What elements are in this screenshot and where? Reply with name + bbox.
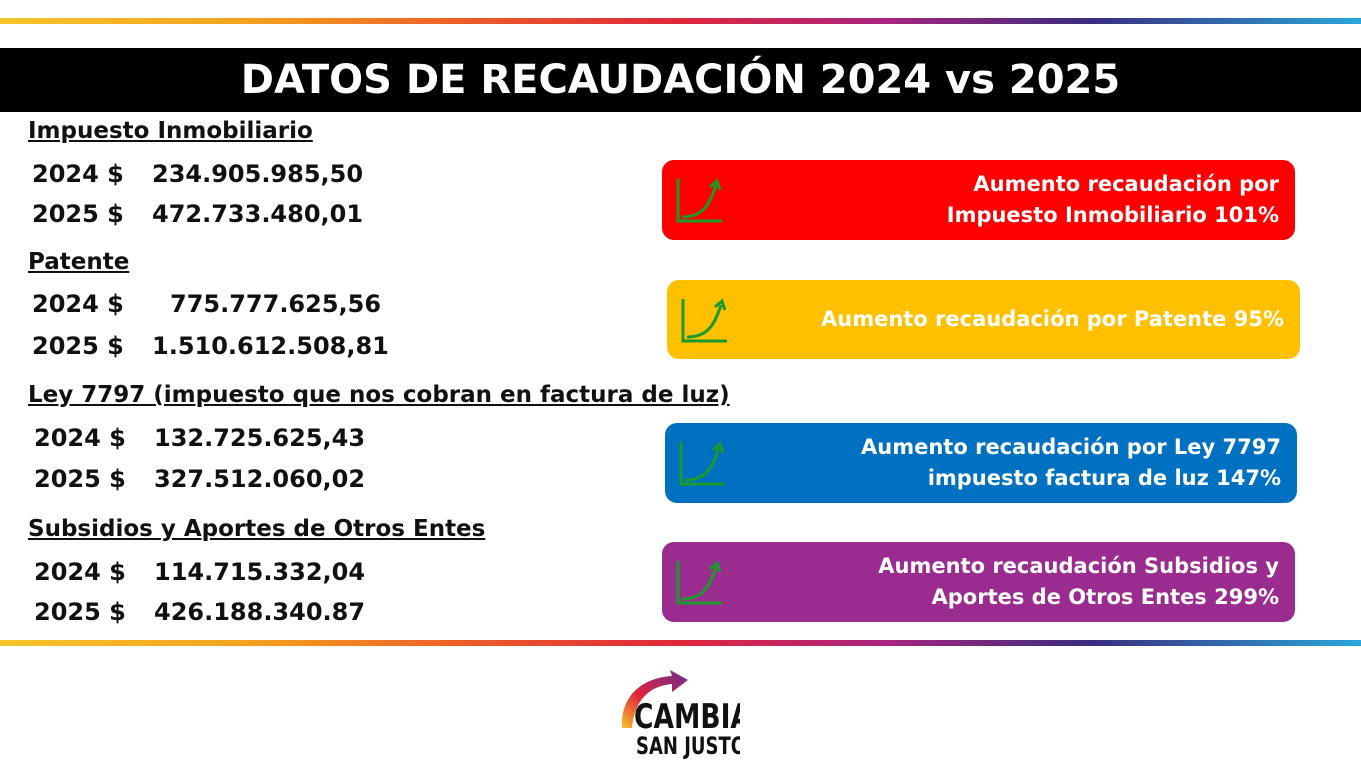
row-label: 2024 $: [32, 160, 124, 188]
row-amount: 327.512.060,02: [154, 465, 366, 493]
row-label: 2025 $: [32, 332, 124, 360]
growth-icon: [681, 297, 727, 342]
row-amount: 472.733.480,01: [152, 200, 364, 228]
callout-line: Aumento recaudación por: [973, 172, 1279, 196]
row-label: 2024 $: [32, 290, 124, 318]
row-amount: 1.510.612.508,81: [152, 332, 389, 360]
growth-icon: [679, 441, 725, 486]
row-amount: 426.188.340.87: [154, 598, 366, 626]
section-heading: Subsidios y Aportes de Otros Entes: [28, 516, 486, 542]
row: 2024 $ 114.715.332,04: [34, 558, 365, 586]
row-amount: 132.725.625,43: [154, 424, 366, 452]
callout-line: Aumento recaudación por Ley 7797: [861, 435, 1281, 459]
section-heading: Impuesto Inmobiliario: [28, 118, 313, 144]
callout-line: Aportes de Otros Entes 299%: [931, 585, 1280, 609]
row-label: 2025 $: [34, 598, 126, 626]
logo-line1: CAMBIA: [634, 698, 740, 737]
callout-line: impuesto factura de luz 147%: [927, 466, 1281, 490]
row: 2024 $ 234.905.985,50: [32, 160, 363, 188]
row: 2024 $ 775.777.625,56: [32, 290, 381, 318]
callout-line: Aumento recaudación por Patente 95%: [821, 307, 1284, 331]
row-amount: 234.905.985,50: [152, 160, 364, 188]
row: 2024 $ 132.725.625,43: [34, 424, 365, 452]
row-label: 2025 $: [34, 465, 126, 493]
row-amount: 775.777.625,56: [170, 290, 382, 318]
section-heading: Patente: [28, 249, 130, 275]
callout: Aumento recaudación Subsidios y Aportes …: [662, 542, 1295, 622]
row: 2025 $ 1.510.612.508,81: [32, 332, 389, 360]
section-heading: Ley 7797 (impuesto que nos cobran en fac…: [28, 382, 730, 408]
logo: CAMBIA SAN JUSTO: [621, 670, 740, 761]
row-label: 2024 $: [34, 424, 126, 452]
callout: Aumento recaudación por Impuesto Inmobil…: [662, 160, 1295, 240]
row: 2025 $ 327.512.060,02: [34, 465, 365, 493]
callout: Aumento recaudación por Ley 7797 impuest…: [665, 423, 1297, 503]
callout-line: Impuesto Inmobiliario 101%: [946, 203, 1279, 227]
growth-icon: [676, 178, 722, 223]
bottom-stripe: [0, 640, 1361, 646]
row-amount: 114.715.332,04: [154, 558, 366, 586]
row: 2025 $ 426.188.340.87: [34, 598, 365, 626]
logo-line2: SAN JUSTO: [636, 733, 740, 761]
top-stripe: [0, 18, 1361, 24]
callout: Aumento recaudación por Patente 95%: [667, 280, 1300, 359]
row-label: 2024 $: [34, 558, 126, 586]
row-label: 2025 $: [32, 200, 124, 228]
growth-icon: [676, 560, 722, 605]
row: 2025 $ 472.733.480,01: [32, 200, 363, 228]
title: DATOS DE RECAUDACIÓN 2024 vs 2025: [0, 48, 1361, 112]
callout-line: Aumento recaudación Subsidios y: [878, 554, 1279, 578]
